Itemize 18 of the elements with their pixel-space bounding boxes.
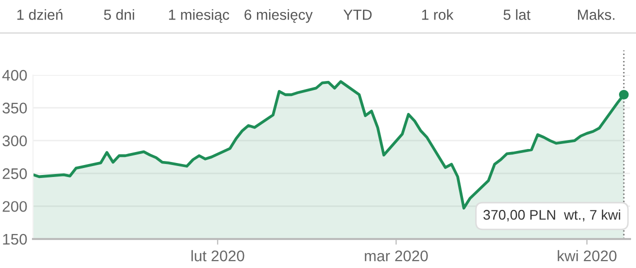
y-tick-label: 400 — [2, 70, 27, 81]
text: 1 rok — [422, 9, 454, 20]
x-tick-label: lut 2020 — [191, 250, 244, 262]
text: 1 dzień — [17, 9, 62, 20]
y-tick-label: 250 — [2, 168, 27, 180]
y-tick-label: 200 — [2, 201, 27, 212]
annotation: 370,00 PLN wt., 7 kwi — [483, 210, 620, 222]
text: 1 miesiąc — [169, 9, 230, 23]
y-tick-label: 300 — [2, 135, 27, 146]
text: 6 miesięcy — [244, 9, 313, 23]
x-tick-label: mar 2020 — [364, 250, 428, 262]
text: 5 dni — [104, 9, 134, 20]
x-tick-label: kwi 2020 — [558, 250, 616, 262]
text: 5 lat — [504, 9, 530, 20]
y-tick-label: 150 — [3, 234, 27, 245]
text: Maks. — [578, 9, 614, 20]
text: YTD — [343, 10, 372, 20]
y-tick-label: 350 — [2, 102, 27, 114]
